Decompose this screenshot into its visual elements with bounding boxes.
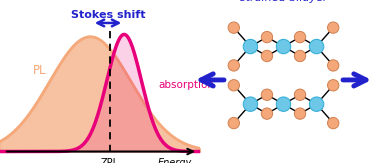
Circle shape — [261, 50, 273, 62]
Circle shape — [294, 50, 306, 62]
Text: Energy: Energy — [158, 158, 192, 163]
Circle shape — [261, 89, 273, 100]
Circle shape — [294, 31, 306, 43]
Circle shape — [276, 39, 291, 54]
Circle shape — [309, 39, 324, 54]
Text: PL: PL — [33, 64, 46, 77]
Text: strained bilayer: strained bilayer — [240, 0, 327, 3]
Circle shape — [309, 97, 324, 111]
Circle shape — [261, 31, 273, 43]
Circle shape — [228, 80, 240, 91]
Circle shape — [327, 22, 339, 33]
Text: ZPL: ZPL — [101, 158, 119, 163]
Circle shape — [294, 89, 306, 100]
Circle shape — [276, 97, 291, 111]
Circle shape — [228, 22, 240, 33]
Circle shape — [228, 117, 240, 129]
Circle shape — [327, 60, 339, 71]
Text: Stokes shift: Stokes shift — [71, 9, 145, 20]
Circle shape — [294, 108, 306, 119]
Circle shape — [228, 60, 240, 71]
Text: absorption: absorption — [159, 80, 215, 90]
Circle shape — [327, 80, 339, 91]
Circle shape — [243, 97, 258, 111]
Circle shape — [261, 108, 273, 119]
Circle shape — [243, 39, 258, 54]
Circle shape — [327, 117, 339, 129]
